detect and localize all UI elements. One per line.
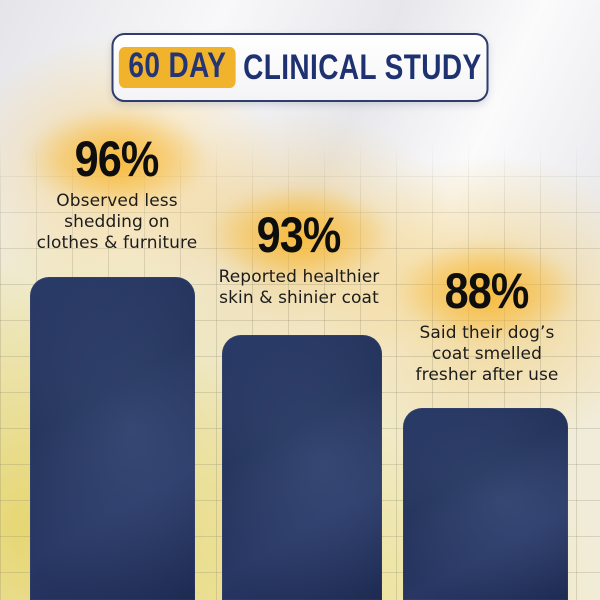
stat-block-skin-coat: 93% Reported healthier skin & shinier co… — [194, 206, 404, 309]
stat-value-text: 93% — [257, 206, 342, 263]
desc-line: clothes & furniture — [36, 232, 198, 253]
desc-line: Observed less — [56, 190, 178, 211]
bar-skin-coat-93 — [222, 335, 382, 600]
title-banner: 60 DAY CLINICAL STUDY — [111, 33, 489, 102]
stat-description: Observed less shedding on clothes & furn… — [37, 191, 198, 254]
stat-description: Said their dog’s coat smelled fresher af… — [416, 323, 559, 386]
stat-description: Reported healthier skin & shinier coat — [219, 267, 380, 309]
desc-line: shedding on — [64, 211, 170, 232]
title-text: CLINICAL STUDY — [242, 47, 482, 87]
stat-value-text: 96% — [75, 130, 160, 187]
stat-block-shedding: 96% Observed less shedding on clothes & … — [7, 130, 227, 254]
stat-value-93: 93% — [253, 206, 344, 263]
stat-block-smell: 88% Said their dog’s coat smelled freshe… — [382, 262, 592, 386]
stat-value-96: 96% — [71, 130, 162, 187]
stat-value-text: 88% — [445, 262, 530, 319]
desc-line: fresher after use — [415, 364, 559, 385]
desc-line: Said their dog’s — [419, 322, 555, 343]
bar-shedding-96 — [30, 277, 195, 600]
page-title: 60 DAY CLINICAL STUDY — [118, 47, 482, 88]
stat-value-88: 88% — [441, 262, 532, 319]
desc-line: skin & shinier coat — [219, 287, 379, 308]
title-highlight-chip: 60 DAY — [118, 47, 236, 88]
desc-line: coat smelled — [431, 343, 542, 364]
bar-smell-88 — [403, 408, 568, 600]
desc-line: Reported healthier — [218, 266, 380, 287]
